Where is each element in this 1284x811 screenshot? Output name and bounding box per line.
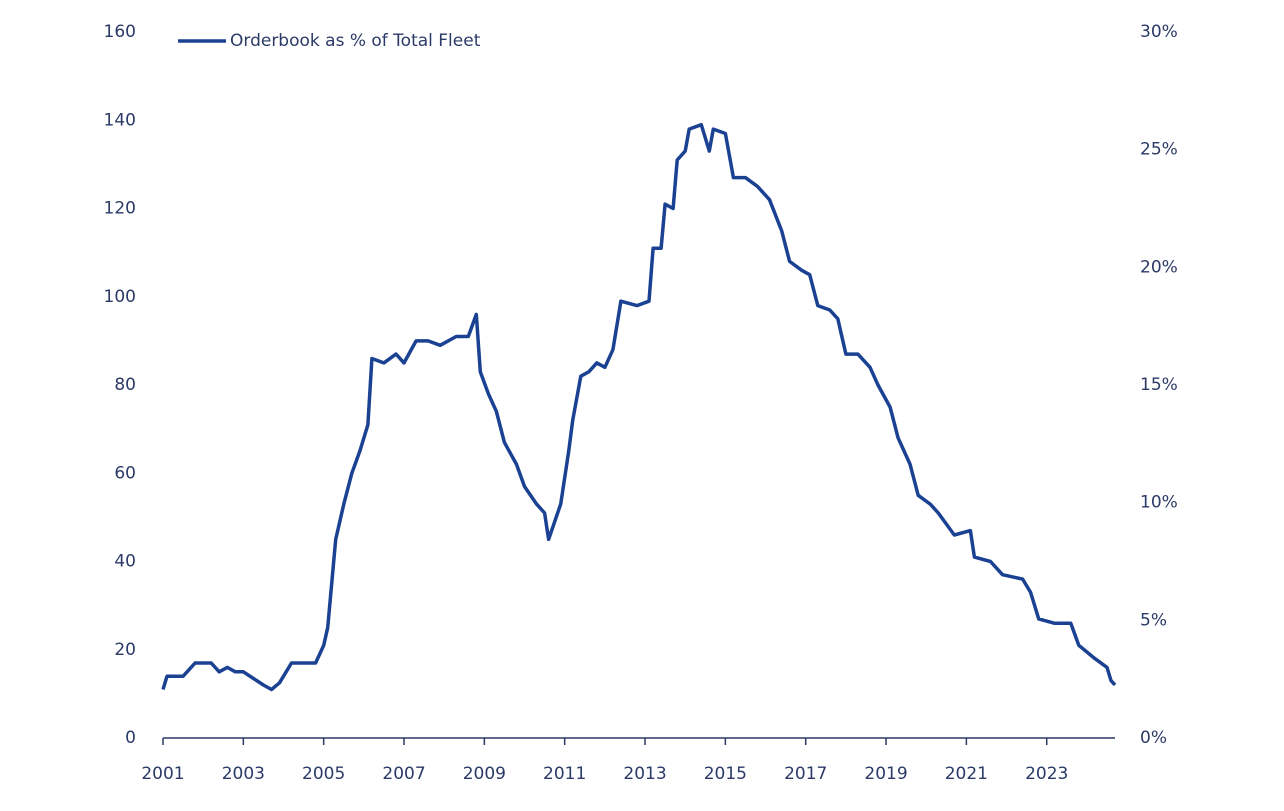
x-tick-label: 2023 [1025,764,1068,784]
x-tick-label: 2019 [864,764,907,784]
x-tick-label: 2009 [463,764,506,784]
y-tick-label: 20 [114,640,136,660]
y2-tick-label: 10% [1140,493,1178,513]
y2-tick-label: 25% [1140,140,1178,160]
x-tick-label: 2021 [945,764,988,784]
y-tick-label: 60 [114,463,136,483]
y-tick-label: 80 [114,375,136,395]
x-tick-label: 2015 [704,764,747,784]
x-tick-label: 2005 [302,764,345,784]
y-tick-label: 0 [125,728,136,748]
x-tick-label: 2003 [222,764,265,784]
y2-tick-label: 30% [1140,22,1178,42]
x-tick-label: 2017 [784,764,827,784]
x-tick-label: 2001 [141,764,184,784]
y2-tick-label: 5% [1140,610,1167,630]
y2-tick-label: 0% [1140,728,1167,748]
y2-tick-label: 15% [1140,375,1178,395]
x-tick-label: 2007 [382,764,425,784]
y-tick-label: 40 [114,552,136,572]
y-tick-label: 120 [104,199,136,219]
legend-label: Orderbook as % of Total Fleet [230,31,481,51]
series-line [161,122,1117,692]
x-tick-label: 2013 [623,764,666,784]
y-tick-label: 140 [104,110,136,130]
y-tick-label: 100 [104,287,136,307]
x-tick-label: 2011 [543,764,586,784]
y2-tick-label: 20% [1140,257,1178,277]
y-tick-label: 160 [104,22,136,42]
